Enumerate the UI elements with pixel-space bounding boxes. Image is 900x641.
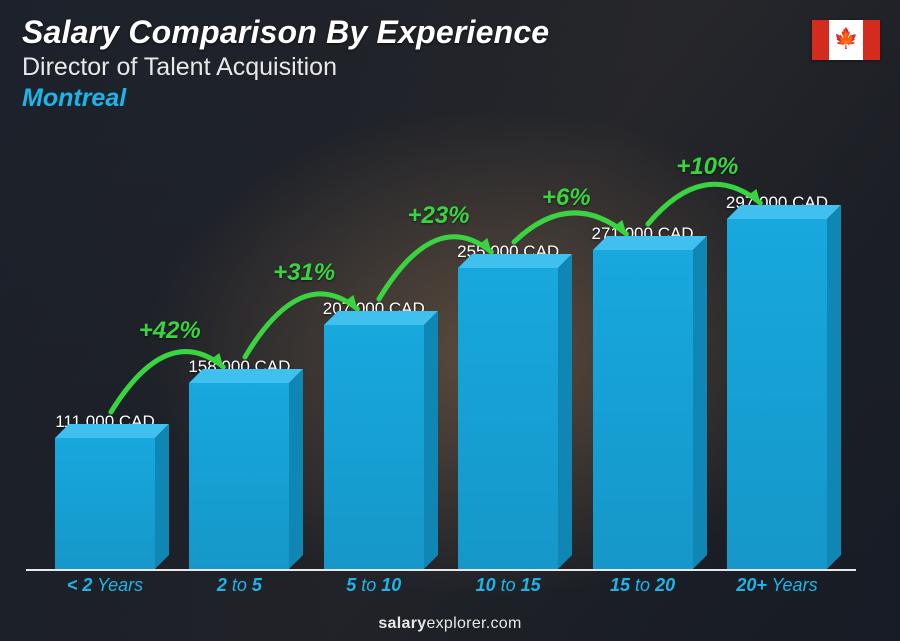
x-axis-baseline [26, 569, 856, 571]
growth-percent-label: +23% [407, 202, 469, 230]
footer-brand-bold: salary [378, 615, 426, 632]
bar-front-face [458, 268, 558, 569]
chart-stage: Salary Comparison By Experience Director… [0, 0, 900, 641]
bar-front-face [727, 219, 827, 569]
growth-percent-label: +42% [139, 317, 201, 345]
bar-side-face [289, 369, 303, 569]
flag-band-left [812, 20, 829, 60]
bar-side-face [558, 254, 572, 569]
x-axis-category: 15 to 20 [588, 575, 698, 605]
bar-5: 297,000 CAD [722, 219, 832, 569]
bar-front-face [593, 250, 693, 569]
bar-front-face [189, 383, 289, 569]
x-axis-labels: < 2 Years 2 to 5 5 to 10 10 to 15 15 to 20 20… [32, 575, 850, 605]
x-axis-category: 10 to 15 [453, 575, 563, 605]
bar-side-face [827, 205, 841, 569]
bar-3d [458, 268, 558, 569]
header: Salary Comparison By Experience Director… [22, 14, 549, 113]
bar-4: 271,000 CAD [588, 250, 698, 569]
bar-top-face [727, 205, 841, 219]
growth-percent-label: +10% [676, 153, 738, 181]
x-axis-category: 2 to 5 [184, 575, 294, 605]
chart-title: Salary Comparison By Experience [22, 14, 549, 51]
bar-top-face [458, 254, 572, 268]
bar-3d [727, 219, 827, 569]
growth-percent-label: +31% [273, 259, 335, 287]
bar-front-face [55, 438, 155, 569]
footer-brand-rest: explorer.com [426, 615, 521, 632]
bar-top-face [324, 311, 438, 325]
bar-chart: 111,000 CAD158,000 CAD207,000 CAD255,000… [32, 150, 850, 571]
chart-subtitle: Director of Talent Acquisition [22, 53, 549, 82]
x-axis-category: 5 to 10 [319, 575, 429, 605]
x-axis-category: < 2 Years [50, 575, 160, 605]
bar-2: 207,000 CAD [319, 325, 429, 569]
bar-top-face [593, 236, 707, 250]
bar-3d [324, 325, 424, 569]
bar-side-face [693, 236, 707, 569]
growth-percent-label: +6% [542, 184, 591, 212]
maple-leaf-icon: 🍁 [834, 29, 859, 49]
flag-band-right [863, 20, 880, 60]
bar-front-face [324, 325, 424, 569]
bar-top-face [189, 369, 303, 383]
bar-3: 255,000 CAD [453, 268, 563, 569]
bar-side-face [424, 311, 438, 569]
bar-3d [189, 383, 289, 569]
bar-1: 158,000 CAD [184, 383, 294, 569]
bar-side-face [155, 424, 169, 569]
bar-3d [593, 250, 693, 569]
bar-0: 111,000 CAD [50, 438, 160, 569]
chart-location: Montreal [22, 84, 549, 113]
footer-brand: salaryexplorer.com [0, 615, 900, 633]
flag-center: 🍁 [829, 20, 863, 60]
canada-flag-icon: 🍁 [812, 20, 880, 60]
x-axis-category: 20+ Years [722, 575, 832, 605]
bar-3d [55, 438, 155, 569]
bar-top-face [55, 424, 169, 438]
